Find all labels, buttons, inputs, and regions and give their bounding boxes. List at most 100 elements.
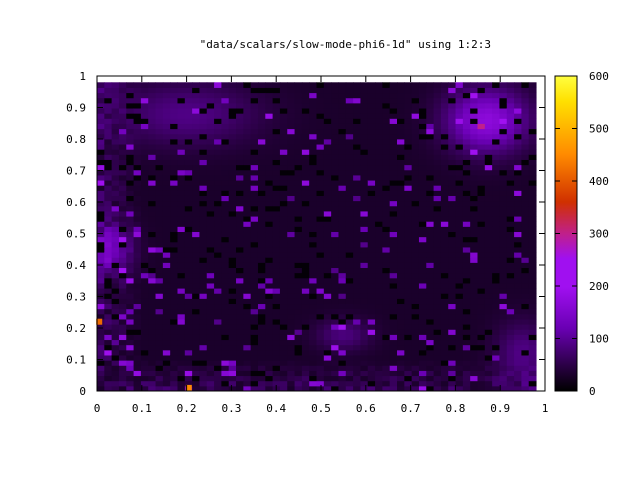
heat-cell: [477, 380, 486, 387]
heat-cell: [184, 262, 193, 269]
heat-cell: [250, 298, 259, 305]
heat-cell: [162, 97, 171, 104]
heat-cell: [418, 272, 427, 279]
heat-cell: [382, 205, 391, 212]
heat-cell: [279, 113, 288, 119]
heat-cell: [250, 385, 259, 391]
heat-cell: [404, 216, 413, 222]
heat-cell: [301, 221, 310, 227]
heat-cell: [462, 257, 471, 263]
heat-cell: [214, 354, 222, 361]
heat-cell: [236, 102, 244, 109]
heat-cell: [440, 128, 449, 135]
heat-cell: [221, 339, 230, 346]
heat-cell: [484, 293, 493, 299]
heat-cell: [140, 138, 149, 145]
heat-cell: [477, 108, 486, 114]
heat-cell: [301, 133, 310, 140]
heat-cell: [470, 375, 478, 382]
heat-cell: [360, 324, 369, 330]
heat-cell: [462, 375, 471, 382]
heat-cell: [301, 144, 310, 150]
heat-cell: [404, 128, 413, 135]
heat-cell: [192, 293, 200, 299]
heat-cell: [360, 123, 369, 130]
heat-cell: [353, 277, 361, 284]
heat-cell: [192, 205, 200, 212]
heat-cell: [206, 185, 215, 191]
heat-cell: [331, 174, 339, 181]
heat-cell: [250, 262, 259, 269]
heat-cell: [418, 190, 427, 196]
heat-cell: [499, 344, 508, 351]
heat-cell: [506, 380, 515, 387]
heat-cell: [323, 113, 332, 119]
heat-cell: [484, 205, 493, 212]
heat-cell: [279, 102, 288, 109]
heat-cell: [140, 164, 149, 171]
heat-cell: [250, 185, 259, 191]
heat-cell: [514, 190, 522, 196]
heat-cell: [162, 133, 171, 140]
heat-cell: [148, 149, 157, 155]
heat-cell: [338, 190, 347, 196]
heat-cell: [126, 293, 135, 299]
heat-cell: [177, 185, 186, 191]
heat-cell: [140, 169, 149, 176]
heat-cell: [148, 344, 157, 351]
heat-cell: [236, 108, 244, 114]
heat-cell: [470, 313, 478, 320]
heat-cell: [506, 231, 515, 238]
heat-cell: [389, 298, 398, 305]
heat-cell: [97, 349, 105, 356]
heat-cell: [492, 380, 500, 387]
heat-cell: [265, 241, 274, 248]
heat-cell: [104, 221, 113, 227]
heat-cell: [470, 288, 478, 294]
heat-cell: [440, 102, 449, 109]
heat-cell: [228, 370, 237, 377]
heat-cell: [360, 195, 369, 202]
heat-cell: [528, 329, 537, 335]
heat-cell: [111, 344, 120, 351]
heat-cell: [470, 339, 478, 346]
heat-cell: [243, 185, 252, 191]
heat-cell: [433, 324, 442, 330]
heat-cell: [243, 108, 252, 114]
heat-cell: [440, 200, 449, 207]
heat-cell: [470, 267, 478, 274]
heat-cell: [243, 241, 252, 248]
heat-cell: [170, 262, 178, 269]
heat-cell: [309, 144, 318, 150]
heat-cell: [221, 298, 230, 305]
heat-cell: [199, 128, 208, 135]
heat-cell: [506, 210, 515, 217]
heat-cell: [404, 174, 413, 181]
heat-cell: [492, 123, 500, 130]
heat-cell: [118, 92, 127, 99]
heat-cell: [243, 92, 252, 99]
heat-cell: [492, 195, 500, 202]
heat-cell: [367, 138, 376, 145]
heat-cell: [521, 185, 530, 191]
heat-cell: [177, 277, 186, 284]
heat-cell: [170, 118, 178, 124]
heat-cell: [118, 226, 127, 233]
heat-cell: [338, 149, 347, 155]
heat-cell: [345, 349, 354, 356]
heat-cell: [397, 226, 405, 233]
heat-cell: [514, 277, 522, 284]
heat-cell: [484, 123, 493, 130]
heat-cell: [170, 174, 178, 181]
heat-cell: [382, 195, 391, 202]
heat-cell: [265, 349, 274, 356]
heat-cell: [492, 257, 500, 263]
heat-cell: [221, 174, 230, 181]
heat-cell: [367, 195, 376, 202]
heat-cell: [250, 180, 259, 186]
heat-cell: [265, 154, 274, 160]
heat-cell: [279, 164, 288, 171]
heat-cell: [133, 370, 142, 377]
heat-cell: [228, 354, 237, 361]
heat-cell: [243, 334, 252, 341]
